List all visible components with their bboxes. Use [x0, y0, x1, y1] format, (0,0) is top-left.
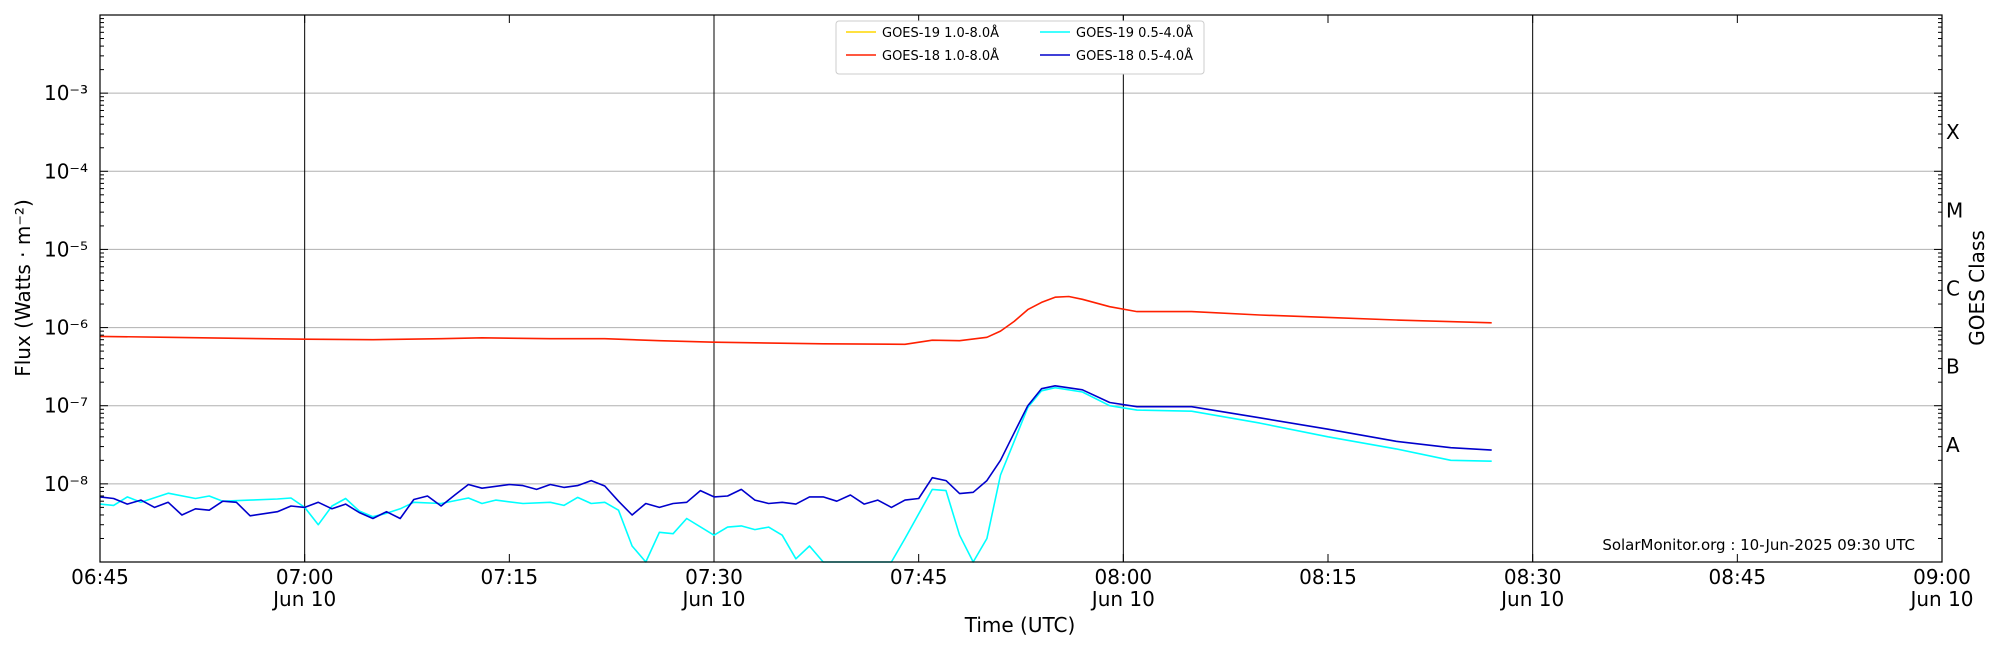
y-tick-label: 10⁻⁷: [44, 394, 88, 418]
y-tick-label: 10⁻³: [44, 81, 88, 105]
plot-frame: [99, 14, 1943, 563]
y-tick-label: 10⁻⁸: [44, 472, 88, 496]
goes-class-labels: A B C M X: [1946, 120, 1963, 457]
series-line-2: [99, 386, 1492, 563]
x-tick-label: 08:00: [1095, 565, 1153, 589]
axis-ticks: [99, 15, 1943, 563]
x-tick-sublabel: Jun 10: [1908, 587, 1973, 611]
goes-class-label: M: [1946, 198, 1963, 222]
y-tick-labels: 10⁻⁸ 10⁻⁷ 10⁻⁶ 10⁻⁵ 10⁻⁴ 10⁻³: [44, 81, 88, 496]
series-line-1: [99, 295, 1492, 346]
x-tick-label: 09:00: [1913, 565, 1971, 589]
x-tick-sublabel: Jun 10: [1499, 587, 1564, 611]
legend-label: GOES-19 0.5-4.0Å: [1076, 25, 1193, 41]
legend-label: GOES-18 0.5-4.0Å: [1076, 48, 1193, 64]
legend-box: [835, 20, 1205, 75]
goes-class-label: B: [1946, 355, 1960, 379]
legend: GOES-19 1.0-8.0Å GOES-18 1.0-8.0Å GOES-19 …: [835, 20, 1205, 75]
y-axis-label: Flux (Watts · m⁻²): [11, 199, 35, 377]
source-annotation: SolarMonitor.org : 10-Jun-2025 09:30 UTC: [1602, 536, 1915, 554]
goes-class-label: C: [1946, 277, 1960, 301]
x-tick-label: 08:15: [1299, 565, 1357, 589]
x-tick-sublabel: Jun 10: [1090, 587, 1155, 611]
x-tick-label: 08:30: [1504, 565, 1562, 589]
goes-class-label: X: [1946, 120, 1960, 144]
series-lines: [99, 295, 1492, 563]
x-tick-label: 07:00: [276, 565, 334, 589]
goes-class-label: A: [1946, 433, 1960, 457]
x-tick-label: 06:45: [71, 565, 129, 589]
x-tick-sublabel: Jun 10: [271, 587, 336, 611]
grid-lines: [100, 92, 1942, 485]
series-line-3: [99, 384, 1492, 520]
y-tick-label: 10⁻⁵: [44, 237, 88, 261]
x-tick-label: 07:45: [890, 565, 948, 589]
legend-label: GOES-18 1.0-8.0Å: [882, 48, 999, 64]
day-marker-lines: [304, 15, 1943, 562]
y-tick-label: 10⁻⁶: [44, 316, 88, 340]
goes-class-axis-label: GOES Class: [1965, 230, 1989, 346]
x-tick-label: 08:45: [1709, 565, 1767, 589]
x-tick-label: 07:15: [481, 565, 539, 589]
legend-label: GOES-19 1.0-8.0Å: [882, 25, 999, 41]
y-tick-label: 10⁻⁴: [44, 159, 88, 183]
x-tick-label: 07:30: [685, 565, 743, 589]
x-tick-sublabel: Jun 10: [680, 587, 745, 611]
x-axis-label: Time (UTC): [964, 613, 1076, 637]
